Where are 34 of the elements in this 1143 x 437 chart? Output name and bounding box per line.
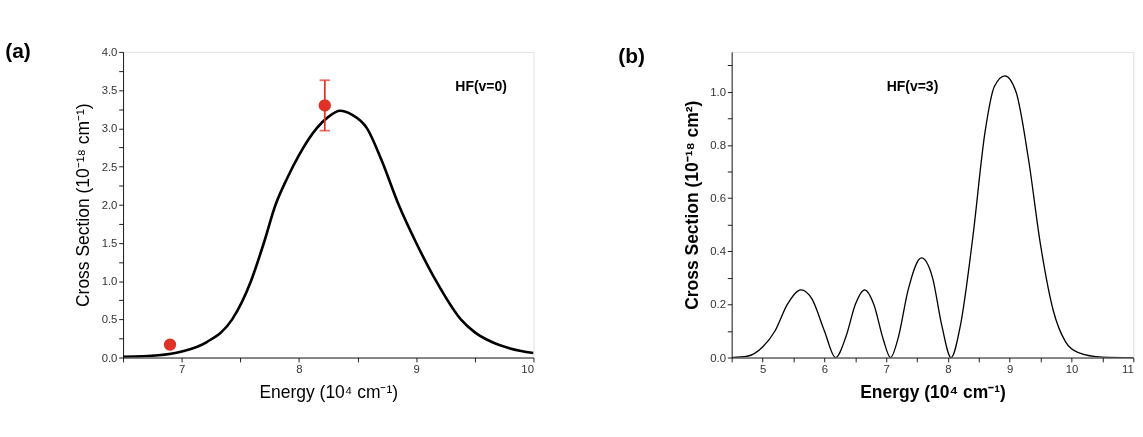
x-tick-label: 9: [413, 362, 420, 375]
y-tick-label: 0.5: [101, 313, 118, 326]
x-axis-title: Energy (10⁴ cm⁻¹): [259, 382, 399, 403]
y-tick-label: 0.2: [710, 298, 727, 311]
y-tick-label: 0.6: [710, 192, 727, 205]
y-tick-label: 3.5: [101, 84, 118, 97]
chart-title: (a): [5, 39, 31, 63]
x-tick-label: 9: [1007, 362, 1014, 375]
y-tick-label: 0.0: [710, 351, 727, 364]
y-tick-label: 0.4: [710, 245, 727, 258]
y-tick-label: 1.5: [101, 236, 118, 249]
y-tick-label: 3.0: [101, 122, 118, 135]
chart-title: (b): [618, 44, 645, 68]
y-tick-label: 2.5: [101, 160, 118, 173]
x-tick-label: 11: [1122, 362, 1134, 375]
y-tick-label: 2.0: [101, 198, 118, 211]
y-tick-label: 1.0: [101, 275, 118, 288]
x-tick-label: 5: [759, 362, 767, 375]
x-axis-title: Energy (10⁴ cm⁻¹): [860, 382, 1006, 403]
y-tick-label: 0.8: [710, 138, 727, 151]
annotation: HF(v=0): [455, 78, 507, 95]
x-tick-label: 6: [821, 362, 829, 375]
x-tick-label: 8: [945, 362, 952, 375]
x-tick-label: 8: [296, 362, 303, 375]
annotation: HF(v=3): [886, 78, 939, 95]
y-tick-label: 1.0: [710, 85, 727, 98]
y-tick-label: 0.0: [101, 351, 118, 364]
y-axis-title: Cross Section (10⁻¹⁸ cm²): [682, 100, 703, 310]
x-tick-label: 10: [521, 362, 534, 375]
y-axis-title: Cross Section (10⁻¹⁸ cm⁻¹): [73, 103, 94, 308]
x-tick-label: 7: [179, 362, 186, 375]
y-tick-label: 4.0: [101, 45, 118, 58]
x-tick-label: 7: [883, 362, 890, 375]
x-tick-label: 10: [1065, 362, 1079, 375]
